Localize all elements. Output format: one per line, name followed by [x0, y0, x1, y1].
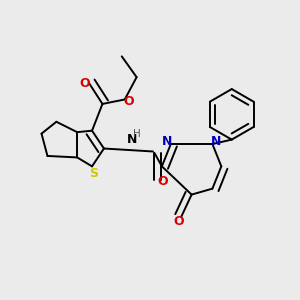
Text: O: O: [173, 215, 184, 228]
Text: O: O: [123, 95, 134, 108]
Text: O: O: [158, 175, 168, 188]
Text: N: N: [162, 135, 172, 148]
Text: N: N: [211, 135, 221, 148]
Text: S: S: [89, 167, 98, 180]
Text: O: O: [79, 76, 90, 90]
Text: N: N: [127, 133, 137, 146]
Text: H: H: [133, 129, 140, 139]
